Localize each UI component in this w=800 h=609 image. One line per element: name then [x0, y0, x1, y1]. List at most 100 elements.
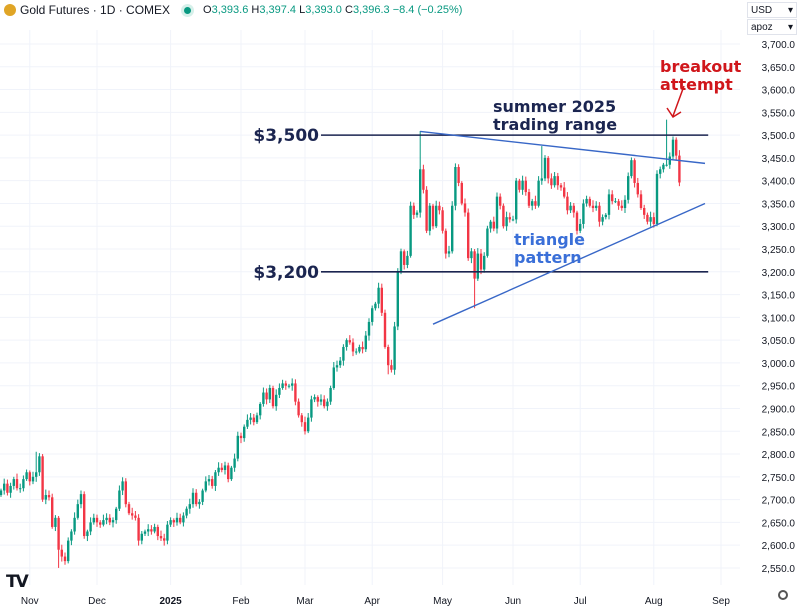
y-tick-label: 3,600.0	[762, 86, 796, 97]
candle	[121, 477, 124, 496]
candle	[623, 195, 627, 214]
symbol-title[interactable]: Gold Futures · 1D · COMEX	[20, 3, 171, 17]
candle-body	[332, 367, 335, 388]
candle	[339, 356, 342, 368]
candle	[223, 461, 227, 475]
candle-body	[620, 205, 623, 209]
candle-body	[588, 198, 591, 206]
candle-body	[281, 383, 284, 388]
candle-body	[598, 205, 601, 222]
candle-body	[323, 399, 326, 407]
x-tick-label: 2025	[159, 596, 182, 607]
candle	[569, 202, 572, 214]
price-axis[interactable]: 3,700.0 3,650.0 3,600.0 3,550.0 3,500.0 3,450…	[762, 40, 796, 575]
x-tick-label: Sep	[712, 596, 730, 607]
y-tick-label: 3,050.0	[762, 336, 796, 347]
candle	[361, 341, 364, 354]
candle-body	[9, 485, 12, 493]
candle-body	[217, 467, 220, 473]
candle-body	[463, 203, 467, 213]
candle	[473, 249, 476, 309]
candle	[41, 454, 44, 502]
candle-body	[505, 217, 508, 227]
candle-body	[409, 205, 412, 256]
candle	[425, 186, 428, 234]
candle-body	[460, 182, 463, 204]
candle-body	[585, 198, 588, 204]
candle	[310, 395, 313, 422]
candle	[105, 513, 108, 525]
y-tick-label: 3,150.0	[762, 291, 796, 302]
candle	[652, 212, 655, 228]
candle-body	[243, 426, 246, 439]
candle	[9, 482, 12, 498]
unit-select[interactable]: apoz ▾	[747, 19, 797, 35]
candle-body	[220, 467, 223, 470]
candle-body	[303, 422, 307, 432]
candle-body	[339, 360, 342, 366]
candle	[355, 348, 358, 355]
time-axis[interactable]: Nov Dec 2025 Feb Mar Apr May Jun Jul Aug Sep	[21, 596, 730, 607]
candle	[12, 476, 15, 490]
candle-body	[246, 419, 249, 427]
market-status-icon	[184, 6, 192, 14]
candle	[124, 478, 127, 508]
candle	[393, 321, 396, 375]
candle	[326, 398, 329, 411]
candle	[364, 331, 367, 352]
candle	[559, 182, 563, 191]
chevron-down-icon: ▾	[787, 4, 793, 16]
y-tick-label: 3,450.0	[762, 154, 796, 165]
candle	[380, 283, 383, 316]
candle	[521, 175, 524, 195]
candle	[220, 463, 223, 473]
candle	[371, 305, 374, 326]
candle	[86, 529, 89, 542]
candle-body	[540, 178, 543, 181]
candle	[147, 524, 150, 537]
candle	[207, 474, 211, 486]
candle-body	[223, 465, 227, 470]
candle	[604, 213, 607, 220]
candle	[377, 282, 380, 309]
candle	[323, 395, 326, 409]
candle-body	[278, 387, 281, 395]
candle-body	[35, 472, 38, 477]
y-tick-label: 3,000.0	[762, 359, 796, 370]
candle	[422, 164, 425, 194]
candle	[588, 196, 591, 208]
candle-body	[355, 351, 358, 353]
tradingview-logo[interactable]: TV	[6, 572, 29, 592]
candle-body	[646, 214, 649, 222]
candle	[348, 335, 351, 345]
candle	[511, 215, 515, 222]
grid	[0, 30, 740, 585]
candle	[297, 398, 300, 418]
candle	[60, 544, 63, 562]
candle	[163, 533, 166, 546]
candle	[633, 158, 636, 188]
candle-body	[15, 479, 19, 489]
candle	[201, 488, 204, 506]
settings-gear-icon[interactable]	[778, 590, 788, 600]
candle-body	[521, 180, 524, 190]
ohlc-values: O3,393.6 H3,397.4 L3,393.0 C3,396.3 −8.4…	[203, 4, 463, 16]
candle	[19, 483, 22, 493]
candle-body	[387, 346, 390, 366]
candle-body	[454, 167, 457, 206]
candle	[99, 520, 102, 528]
candle	[543, 155, 547, 182]
candle	[668, 152, 671, 169]
currency-select[interactable]: USD ▾	[747, 2, 797, 18]
candle-body	[131, 513, 134, 516]
candle-body	[479, 253, 483, 270]
candle	[611, 190, 614, 205]
y-tick-label: 3,700.0	[762, 40, 796, 51]
candle	[643, 204, 646, 219]
candle-body	[239, 435, 243, 439]
candle-body	[399, 251, 403, 272]
candle-body	[31, 476, 35, 482]
candle-body	[310, 399, 313, 418]
candle	[483, 252, 486, 273]
